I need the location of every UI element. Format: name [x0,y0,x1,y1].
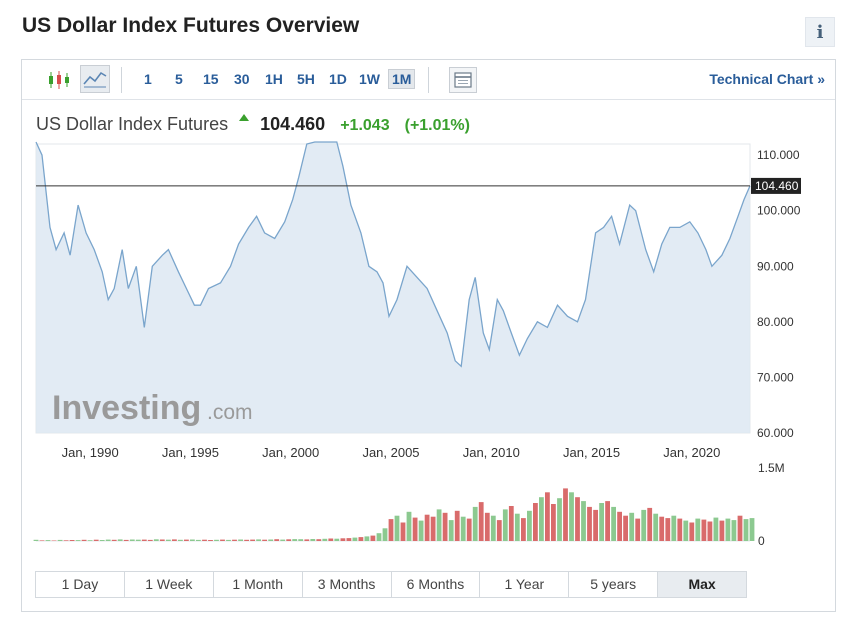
page-title: US Dollar Index Futures Overview [22,14,360,37]
info-icon[interactable]: i [805,17,835,47]
range-1-year[interactable]: 1 Year [480,572,570,597]
timeframe-1m[interactable]: 1M [388,69,416,89]
area-chart-icon [83,71,107,88]
last-price: 104.460 [260,114,326,134]
timeframe-30[interactable]: 30 [234,71,250,87]
quote-header: US Dollar Index Futures 104.460 +1.043 (… [36,114,470,135]
range-6-months[interactable]: 6 Months [392,572,481,597]
timeframe-1h[interactable]: 1H [265,71,283,87]
arrow-up-icon [239,114,250,121]
range-5-years[interactable]: 5 years [569,572,659,597]
area-chart-toggle[interactable] [80,65,110,93]
timeframe-15[interactable]: 15 [203,71,219,87]
range-selector: 1 Day 1 Week 1 Month 3 Months 6 Months 1… [35,571,747,598]
chart-panel: 1 5 15 30 1H 5H 1D 1W 1M Technical Chart… [21,59,836,612]
price-change-percent: (+1.01%) [404,117,470,134]
range-1-day[interactable]: 1 Day [36,572,125,597]
toolbar-divider [121,67,122,93]
chart-toolbar: 1 5 15 30 1H 5H 1D 1W 1M Technical Chart… [22,60,835,100]
range-max[interactable]: Max [658,572,746,597]
range-1-week[interactable]: 1 Week [125,572,214,597]
candlestick-chart-icon[interactable] [46,68,72,92]
range-3-months[interactable]: 3 Months [303,572,392,597]
timeframe-1w[interactable]: 1W [359,71,380,87]
toolbar-divider [428,67,429,93]
instrument-name: US Dollar Index Futures [36,114,229,134]
price-change: +1.043 [340,117,390,134]
technical-chart-link[interactable]: Technical Chart » [709,71,825,87]
range-1-month[interactable]: 1 Month [214,572,303,597]
timeframe-5[interactable]: 5 [175,71,183,87]
table-icon [454,72,472,88]
timeframe-1d[interactable]: 1D [329,71,347,87]
timeframe-5h[interactable]: 5H [297,71,315,87]
settings-toggle[interactable] [449,67,477,93]
timeframe-1[interactable]: 1 [144,71,152,87]
